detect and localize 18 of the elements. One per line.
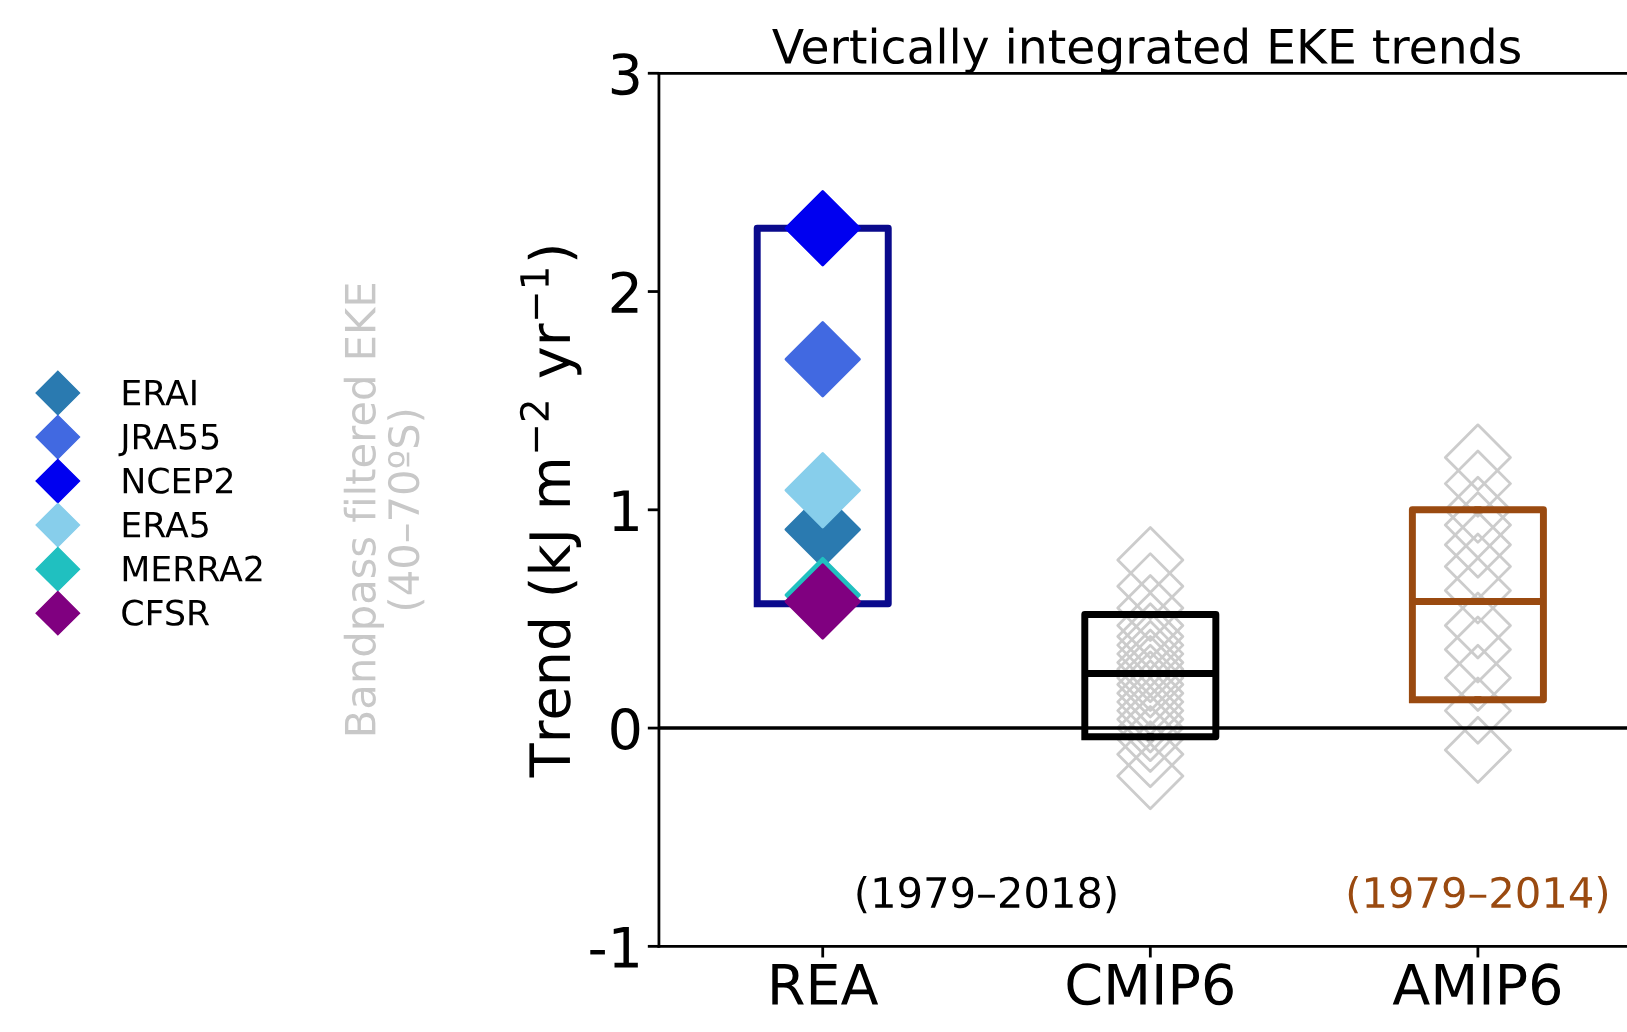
legend-label: ERA5 — [123, 511, 208, 538]
y-tick-label: 1 — [613, 490, 638, 531]
annotation: (1979–2018) — [857, 876, 1116, 914]
annotation: (1979–2014) — [1348, 876, 1608, 914]
y-tick-label: 3 — [611, 53, 639, 96]
legend-label: NCEP2 — [123, 467, 233, 494]
y-tick-label: 2 — [611, 271, 638, 313]
legend-label: MERRA2 — [123, 555, 262, 582]
x-tick-label: AMIP6 — [1392, 963, 1560, 1006]
y-axis-title: Trend (kJ m$^{−2}$ yr$^{−1}$) — [519, 247, 582, 778]
legend-label: JRA55 — [118, 423, 219, 457]
chart-title: Vertically integrated EKE trends — [772, 27, 1520, 74]
y-tick-label: 0 — [611, 707, 640, 750]
legend-label: CFSR — [122, 599, 210, 626]
x-tick-label: REA — [772, 964, 879, 1005]
x-tick-label: CMIP6 — [1067, 963, 1233, 1006]
y-tick-label: -1 — [590, 926, 638, 968]
legend-label: ERAI — [123, 379, 196, 406]
